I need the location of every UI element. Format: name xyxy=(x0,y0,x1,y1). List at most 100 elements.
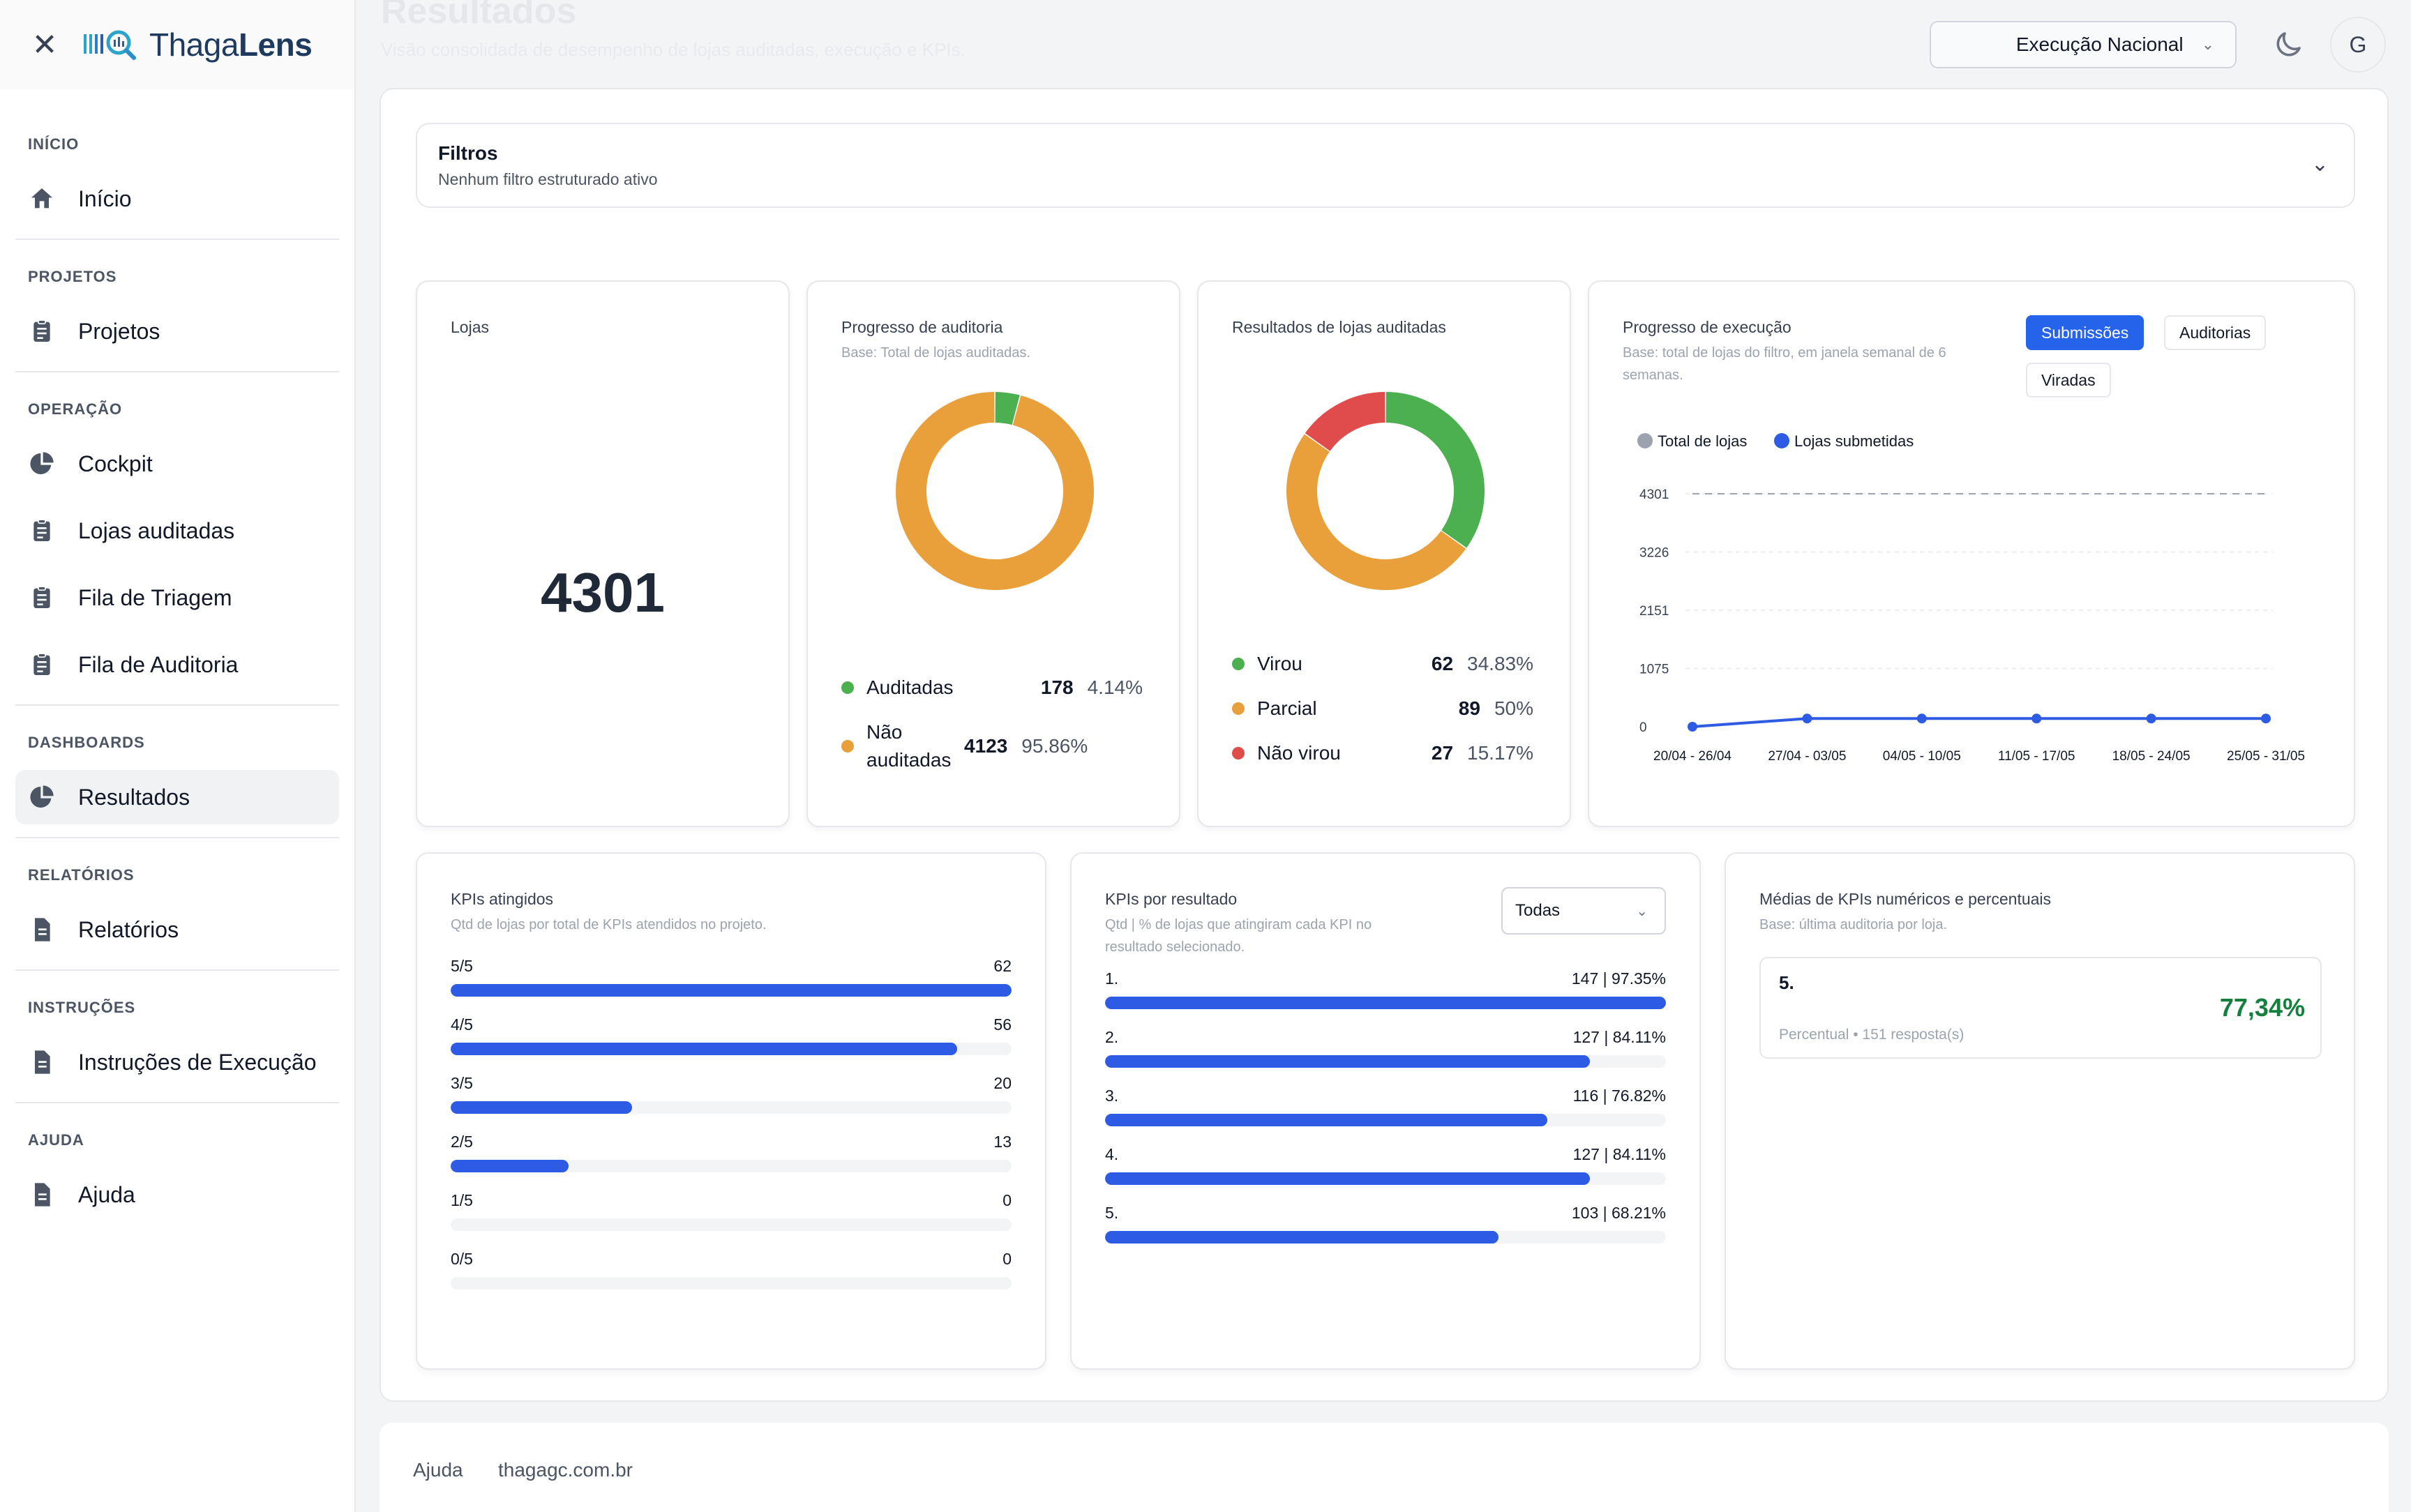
bar-label: 4. xyxy=(1105,1145,1119,1163)
legend-label: Não auditadas xyxy=(866,721,952,771)
sidebar-item-fila-de-triagem[interactable]: Fila de Triagem xyxy=(15,570,339,625)
card-title: Resultados de lojas auditadas xyxy=(1232,318,1446,336)
bar-track xyxy=(1105,1231,1666,1243)
sidebar-section-heading: INSTRUÇÕES xyxy=(28,999,136,1016)
card-kpis-por-resultado: KPIs por resultado Qtd | % de lojas que … xyxy=(1070,852,1701,1370)
kpi-name: 5. xyxy=(1779,972,1794,993)
bar-label: 5/5 xyxy=(451,957,473,975)
sidebar-section-heading: PROJETOS xyxy=(28,268,117,285)
result-filter-select[interactable]: Todas ⌄ xyxy=(1501,887,1666,935)
card-title: KPIs atingidos xyxy=(451,890,554,908)
sidebar-section: INSTRUÇÕES Instruções de Execução xyxy=(0,971,354,1089)
legend-label: Virou xyxy=(1257,653,1302,674)
execution-line-chart: Total de lojas Lojas submetidas 0 1075 2151 3… xyxy=(1637,432,2305,764)
sidebar-item-label: Instruções de Execução xyxy=(78,1049,317,1075)
x-tick-label: 11/05 - 17/05 xyxy=(1998,749,2075,764)
avatar[interactable]: G xyxy=(2330,17,2386,73)
data-point xyxy=(2031,713,2042,724)
app-logo[interactable]: ThagaLens xyxy=(82,26,313,63)
legend-percent: 95.86% xyxy=(1021,735,1088,757)
document-icon xyxy=(28,1181,56,1209)
data-point xyxy=(1688,722,1697,732)
card-title: Lojas xyxy=(451,318,489,336)
sidebar-item-resultados[interactable]: Resultados xyxy=(15,770,339,824)
y-tick-label: 3226 xyxy=(1639,545,1669,560)
bar-fill xyxy=(1105,1172,1590,1185)
bar-row: 1. 147 | 97.35% xyxy=(1105,969,1666,1009)
sidebar-item-inicio[interactable]: Início xyxy=(15,172,339,226)
sidebar-item-instrucoes-de-execucao[interactable]: Instruções de Execução xyxy=(15,1035,339,1089)
sidebar-section: RELATÓRIOS Relatórios xyxy=(0,838,354,957)
card-audit-progress: Progresso de auditoria Base: Total de lo… xyxy=(806,280,1180,827)
sidebar-section: PROJETOS Projetos xyxy=(0,240,354,358)
close-icon[interactable]: ✕ xyxy=(31,27,58,62)
bar-label: 3. xyxy=(1105,1087,1119,1105)
kpi-average-item: 5. 77,34% Percentual • 151 resposta(s) xyxy=(1759,957,2322,1059)
sidebar-item-projetos[interactable]: Projetos xyxy=(15,304,339,358)
subtitle-line: Qtd | % de lojas que atingiram cada KPI … xyxy=(1105,917,1372,932)
card-subtitle: Base: Total de lojas auditadas. xyxy=(841,345,1030,361)
card-execution-progress: Progresso de execução Base: total de loj… xyxy=(1588,280,2355,827)
sidebar-item-cockpit[interactable]: Cockpit xyxy=(15,437,339,491)
footer: Ajuda thagagc.com.br xyxy=(380,1423,2389,1512)
subtitle-line: semanas. xyxy=(1623,368,1683,383)
filters-panel[interactable]: Filtros Nenhum filtro estruturado ativo … xyxy=(416,123,2355,208)
bar-value: 0 xyxy=(1002,1250,1012,1268)
bar-value: 103 | 68.21% xyxy=(1571,1204,1666,1222)
chevron-down-icon: ⌄ xyxy=(2201,36,2214,53)
sidebar-item-label: Início xyxy=(78,186,132,211)
topbar: Resultados Visão consolidada de desempen… xyxy=(356,0,2411,89)
x-tick-label: 27/04 - 03/05 xyxy=(1768,749,1846,764)
tab-auditorias[interactable]: Auditorias xyxy=(2164,315,2267,350)
moon-icon[interactable] xyxy=(2271,28,2305,61)
legend-percent: 34.83% xyxy=(1467,653,1533,674)
bar-fill xyxy=(1105,1114,1548,1126)
chart-legend-item: Total de lojas xyxy=(1637,432,1747,450)
bar-value: 127 | 84.11% xyxy=(1572,1145,1666,1163)
legend-swatch xyxy=(1232,658,1245,670)
logo-icon xyxy=(84,30,136,60)
execution-select[interactable]: Execução Nacional ⌄ xyxy=(1930,21,2237,68)
sidebar-section: DASHBOARDS Resultados xyxy=(0,706,354,824)
chevron-down-icon: ⌄ xyxy=(1636,903,1648,919)
card-subtitle: Qtd | % de lojas que atingiram cada KPI … xyxy=(1105,914,1372,958)
card-title: Médias de KPIs numéricos e percentuais xyxy=(1759,890,2052,908)
sidebar-item-relatorios[interactable]: Relatórios xyxy=(15,902,339,957)
sidebar-section: AJUDA Ajuda xyxy=(0,1103,354,1222)
chevron-down-icon[interactable]: ⌄ xyxy=(2311,153,2329,176)
legend-swatch xyxy=(1232,747,1245,759)
sidebar-item-label: Cockpit xyxy=(78,451,153,476)
footer-link-site[interactable]: thagagc.com.br xyxy=(498,1459,633,1481)
card-title: Progresso de auditoria xyxy=(841,318,1003,336)
sidebar-section-heading: INÍCIO xyxy=(28,135,80,153)
sidebar-nav: INÍCIO Início PROJETOS Projetos OPERAÇÃO Cock… xyxy=(0,89,354,1222)
sidebar-item-fila-de-auditoria[interactable]: Fila de Auditoria xyxy=(15,637,339,692)
card-title: Progresso de execução xyxy=(1623,318,1792,336)
bar-row: 5/5 62 xyxy=(451,957,1012,997)
audit-progress-donut xyxy=(896,392,1094,590)
audit-results-donut xyxy=(1286,392,1485,590)
kpi-average-value: 77,34% xyxy=(2219,993,2305,1022)
bar-fill xyxy=(451,1160,569,1172)
sidebar-divider xyxy=(15,1102,339,1103)
tab-submissoes[interactable]: Submissões xyxy=(2026,315,2145,350)
bar-value: 62 xyxy=(993,957,1012,975)
legend-swatch xyxy=(1232,702,1245,715)
footer-link-help[interactable]: Ajuda xyxy=(413,1459,463,1481)
sidebar-item-label: Relatórios xyxy=(78,916,179,942)
chart-legend-item: Lojas submetidas xyxy=(1774,432,1914,450)
chart-legend-swatch xyxy=(1774,433,1789,448)
sidebar-item-ajuda[interactable]: Ajuda xyxy=(15,1167,339,1222)
legend-item: Virou 62 34.83% xyxy=(1232,653,1533,675)
page-subtitle: Visão consolidada de desempenho de lojas… xyxy=(381,39,966,60)
bar-track xyxy=(1105,1055,1666,1068)
sidebar-section: OPERAÇÃO Cockpit Lojas auditadas Fila de Tr… xyxy=(0,372,354,692)
bar-fill xyxy=(1105,1231,1499,1243)
clipboard-icon xyxy=(28,584,56,612)
tab-viradas[interactable]: Viradas xyxy=(2026,363,2111,398)
legend-item: Não auditadas 4123 95.86% xyxy=(841,718,1143,774)
chart-legend-label: Lojas submetidas xyxy=(1794,432,1914,450)
document-icon xyxy=(28,1048,56,1076)
bar-row: 3. 116 | 76.82% xyxy=(1105,1087,1666,1126)
sidebar-item-lojas-auditadas[interactable]: Lojas auditadas xyxy=(15,504,339,558)
